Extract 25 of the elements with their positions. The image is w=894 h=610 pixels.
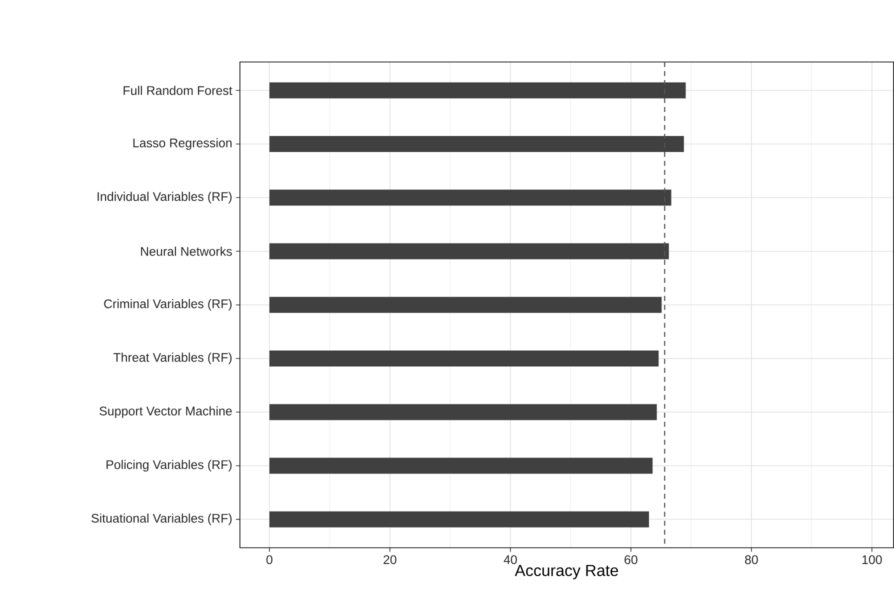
y-tick-label: Threat Variables (RF) xyxy=(113,352,232,364)
x-tick-label: 100 xyxy=(862,555,882,564)
y-tick-label: Individual Variables (RF) xyxy=(98,192,232,204)
y-tick-label: Criminal Variables (RF) xyxy=(104,299,232,311)
y-tick-label: Situational Variables (RF) xyxy=(92,514,232,526)
x-tick-label: 20 xyxy=(384,555,396,564)
bar xyxy=(269,404,657,420)
y-tick-label: Policing Variables (RF) xyxy=(106,460,232,472)
bar xyxy=(269,190,672,206)
y-tick-label: Lasso Regression xyxy=(133,138,232,150)
x-tick-label: 40 xyxy=(504,555,517,564)
y-tick-label: Full Random Forest xyxy=(124,86,232,96)
bar xyxy=(269,243,669,260)
bar xyxy=(269,350,659,367)
bar xyxy=(269,458,653,474)
bar xyxy=(269,297,662,313)
bar xyxy=(269,82,686,99)
bar xyxy=(269,136,684,152)
x-tick-label: 0 xyxy=(266,555,272,564)
bar xyxy=(269,511,649,528)
x-tick-label: 60 xyxy=(624,555,638,564)
y-tick-label: Support Vector Machine xyxy=(100,406,232,418)
x-axis-title: Accuracy Rate xyxy=(514,565,618,580)
x-tick-label: 80 xyxy=(745,555,758,564)
y-tick-label: Neural Networks xyxy=(141,246,232,256)
